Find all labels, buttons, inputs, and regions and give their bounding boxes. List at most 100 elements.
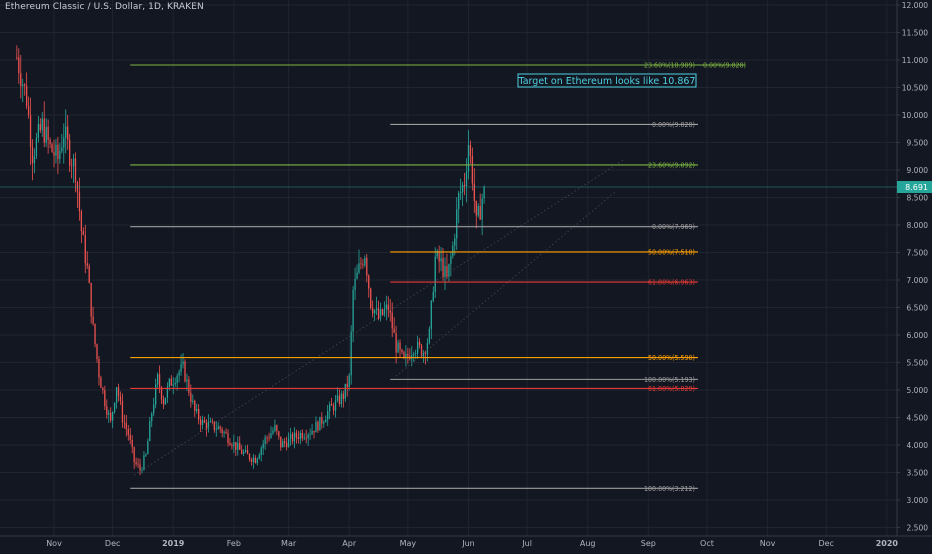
candle-body <box>68 139 71 166</box>
candle-body <box>252 457 255 462</box>
price-tick-label: 8.000 <box>907 221 929 230</box>
candle-body <box>184 361 186 382</box>
fib-level-label: 0.00%(7.969) <box>652 223 695 231</box>
candle-body <box>194 400 196 411</box>
candle-body <box>158 374 161 388</box>
fib-level-label: 50.00%(5.590) <box>648 354 695 362</box>
candle-body <box>309 434 311 436</box>
candle-body <box>471 155 474 184</box>
candle-body <box>467 145 470 172</box>
candle-body <box>282 441 284 448</box>
candle-body <box>139 464 141 471</box>
candle-body <box>39 124 41 131</box>
candle-body <box>321 416 323 424</box>
candle-body <box>47 126 49 140</box>
candle-body <box>295 432 298 438</box>
candle-body <box>256 458 258 463</box>
price-tick-label: 11.000 <box>902 56 928 65</box>
candle-body <box>473 183 475 201</box>
candle-body <box>196 408 198 411</box>
candle-body <box>57 144 59 160</box>
candle-body <box>420 345 423 357</box>
candle-body <box>415 353 417 354</box>
candle-body <box>213 421 215 430</box>
candle-body <box>127 428 129 435</box>
candle-body <box>327 411 329 420</box>
candle-body <box>254 457 257 463</box>
candle-body <box>180 364 182 372</box>
price-tick-label: 5.000 <box>907 386 929 395</box>
candle-body <box>176 375 178 384</box>
candle-body <box>459 191 462 194</box>
time-tick-label: Jun <box>461 539 475 548</box>
candle-body <box>155 384 157 405</box>
candle-body <box>481 198 483 220</box>
price-tick-label: 3.500 <box>907 468 929 477</box>
candle-body <box>53 152 55 156</box>
candle-body <box>315 421 317 433</box>
candle-body <box>37 124 40 139</box>
chart-title: Ethereum Classic / U.S. Dollar, 1D, KRAK… <box>5 2 204 12</box>
candle-body <box>287 438 290 448</box>
candle-body <box>391 312 393 329</box>
candle-body <box>332 405 335 411</box>
price-tick-label: 7.000 <box>907 276 929 285</box>
candle-body <box>160 387 163 400</box>
candle-body <box>211 421 214 423</box>
candle-body <box>121 401 124 423</box>
candle-body <box>446 266 448 277</box>
candle-body <box>387 304 389 311</box>
time-tick-label: Apr <box>342 539 357 548</box>
time-tick-label: Aug <box>580 539 596 548</box>
candle-body <box>133 447 135 463</box>
candle-body <box>434 256 436 292</box>
candle-body <box>270 433 272 438</box>
candle-body <box>51 144 53 153</box>
candle-body <box>78 191 81 212</box>
price-tick-label: 4.000 <box>907 441 929 450</box>
candle-body <box>424 353 427 354</box>
candle-body <box>100 377 102 388</box>
candle-body <box>407 353 409 357</box>
candle-body <box>102 387 104 391</box>
candle-body <box>164 397 167 405</box>
candle-body <box>70 165 73 167</box>
candle-body <box>90 282 92 317</box>
candle-body <box>379 309 382 319</box>
candle-body <box>203 420 206 423</box>
candle-body <box>25 85 28 107</box>
time-tick-label: Dec <box>818 539 833 548</box>
candle-body <box>483 186 485 199</box>
candle-body <box>465 171 468 187</box>
candle-body <box>219 426 221 429</box>
candle-body <box>209 421 212 423</box>
fib-level-label: 0.00%(9.828) <box>652 121 695 129</box>
candle-body <box>463 184 466 187</box>
candle-body <box>250 459 253 462</box>
time-tick-label: 2020 <box>876 539 899 548</box>
candle-body <box>372 307 374 314</box>
fib-level-label: 100.00%(5.193) <box>644 376 695 384</box>
trend-line <box>133 158 626 476</box>
candle-body <box>27 106 30 116</box>
fib-level-label: 61.80%(5.029) <box>648 385 695 393</box>
candle-body <box>235 442 237 450</box>
price-tick-label: 12.000 <box>902 1 928 10</box>
candle-body <box>317 421 319 431</box>
candle-body <box>280 436 282 448</box>
candle-body <box>284 441 286 443</box>
candle-body <box>397 342 399 353</box>
candle-body <box>399 342 401 350</box>
candle-body <box>16 57 18 59</box>
price-tick-label: 7.500 <box>907 248 929 257</box>
candle-body <box>96 344 98 360</box>
candle-body <box>98 359 100 378</box>
candle-body <box>278 431 280 437</box>
candle-body <box>86 263 88 266</box>
candle-body <box>233 442 235 447</box>
time-tick-label: Jul <box>521 539 532 548</box>
candle-body <box>207 422 210 429</box>
candle-body <box>454 238 456 246</box>
candle-body <box>422 353 425 357</box>
candle-body <box>182 361 184 365</box>
